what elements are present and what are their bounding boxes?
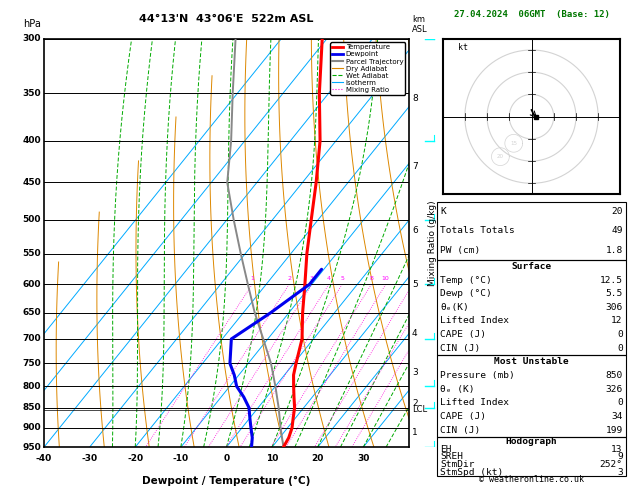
Text: kt: kt <box>458 43 468 52</box>
Text: Mixing Ratio (g/kg): Mixing Ratio (g/kg) <box>428 200 437 286</box>
Text: 5.5: 5.5 <box>606 289 623 298</box>
Text: SREH: SREH <box>440 452 464 461</box>
Text: LCL: LCL <box>412 405 427 414</box>
Text: CIN (J): CIN (J) <box>440 426 481 435</box>
Text: PW (cm): PW (cm) <box>440 246 481 255</box>
Text: Hodograph: Hodograph <box>506 437 557 446</box>
Text: 10: 10 <box>382 276 389 281</box>
Text: 10: 10 <box>266 454 278 464</box>
Text: 4: 4 <box>412 330 418 338</box>
Text: -40: -40 <box>36 454 52 464</box>
Text: 950: 950 <box>22 443 41 451</box>
Text: 8: 8 <box>412 94 418 103</box>
Text: 0: 0 <box>223 454 230 464</box>
Text: 0: 0 <box>617 344 623 352</box>
Text: 1: 1 <box>250 276 254 281</box>
Text: 300: 300 <box>23 35 41 43</box>
Text: 20: 20 <box>611 207 623 216</box>
Text: CAPE (J): CAPE (J) <box>440 412 486 421</box>
Text: θₑ(K): θₑ(K) <box>440 303 469 312</box>
Text: 1.8: 1.8 <box>606 246 623 255</box>
Text: 306: 306 <box>606 303 623 312</box>
Text: 850: 850 <box>22 403 41 412</box>
Text: 400: 400 <box>22 136 41 145</box>
Text: 3: 3 <box>617 468 623 477</box>
Text: 350: 350 <box>22 89 41 98</box>
Text: Temp (°C): Temp (°C) <box>440 276 492 285</box>
Text: 2: 2 <box>412 399 418 408</box>
Text: CIN (J): CIN (J) <box>440 344 481 352</box>
Text: 44°13'N  43°06'E  522m ASL: 44°13'N 43°06'E 522m ASL <box>139 14 314 24</box>
Text: 5: 5 <box>412 280 418 289</box>
Text: 4: 4 <box>327 276 331 281</box>
Text: © weatheronline.co.uk: © weatheronline.co.uk <box>479 474 584 484</box>
Text: 5: 5 <box>340 276 344 281</box>
Text: 30: 30 <box>357 454 369 464</box>
Text: 850: 850 <box>606 371 623 380</box>
Text: 15: 15 <box>510 141 517 146</box>
Text: EH: EH <box>440 445 452 453</box>
Text: 8: 8 <box>369 276 373 281</box>
Text: 450: 450 <box>22 178 41 187</box>
Text: 7: 7 <box>412 162 418 171</box>
Text: 2: 2 <box>287 276 291 281</box>
Text: CAPE (J): CAPE (J) <box>440 330 486 339</box>
Text: 800: 800 <box>23 382 41 391</box>
Text: 34: 34 <box>611 412 623 421</box>
Text: 3: 3 <box>412 368 418 377</box>
Text: 900: 900 <box>22 423 41 433</box>
Text: 750: 750 <box>22 359 41 368</box>
Text: Lifted Index: Lifted Index <box>440 316 509 326</box>
Text: 600: 600 <box>23 280 41 289</box>
Text: 326: 326 <box>606 385 623 394</box>
Text: 650: 650 <box>22 308 41 317</box>
Text: km
ASL: km ASL <box>412 15 428 34</box>
Text: Totals Totals: Totals Totals <box>440 226 515 235</box>
Text: 0: 0 <box>617 330 623 339</box>
Text: 27.04.2024  06GMT  (Base: 12): 27.04.2024 06GMT (Base: 12) <box>454 10 610 19</box>
Legend: Temperature, Dewpoint, Parcel Trajectory, Dry Adiabat, Wet Adiabat, Isotherm, Mi: Temperature, Dewpoint, Parcel Trajectory… <box>330 42 405 95</box>
Text: Dewp (°C): Dewp (°C) <box>440 289 492 298</box>
Text: 550: 550 <box>22 249 41 258</box>
Text: 6: 6 <box>412 226 418 235</box>
Text: 1: 1 <box>412 428 418 437</box>
Text: 13: 13 <box>611 445 623 453</box>
Text: Dewpoint / Temperature (°C): Dewpoint / Temperature (°C) <box>142 476 311 486</box>
Text: Lifted Index: Lifted Index <box>440 399 509 407</box>
Text: 12.5: 12.5 <box>599 276 623 285</box>
Text: 12: 12 <box>611 316 623 326</box>
Text: θₑ (K): θₑ (K) <box>440 385 475 394</box>
Text: 700: 700 <box>22 334 41 344</box>
Text: 252°: 252° <box>599 460 623 469</box>
Text: 500: 500 <box>23 215 41 225</box>
Text: StmDir: StmDir <box>440 460 475 469</box>
Text: 0: 0 <box>617 399 623 407</box>
Text: Pressure (mb): Pressure (mb) <box>440 371 515 380</box>
Text: 9: 9 <box>617 452 623 461</box>
Text: 49: 49 <box>611 226 623 235</box>
Text: 20: 20 <box>311 454 324 464</box>
Text: Most Unstable: Most Unstable <box>494 357 569 366</box>
Text: -30: -30 <box>82 454 97 464</box>
Text: -20: -20 <box>127 454 143 464</box>
Text: 3: 3 <box>310 276 314 281</box>
Text: Surface: Surface <box>511 262 552 271</box>
Text: K: K <box>440 207 446 216</box>
Text: -10: -10 <box>173 454 189 464</box>
Text: hPa: hPa <box>23 19 41 29</box>
Text: 199: 199 <box>606 426 623 435</box>
Text: 20: 20 <box>497 154 504 159</box>
Text: StmSpd (kt): StmSpd (kt) <box>440 468 504 477</box>
